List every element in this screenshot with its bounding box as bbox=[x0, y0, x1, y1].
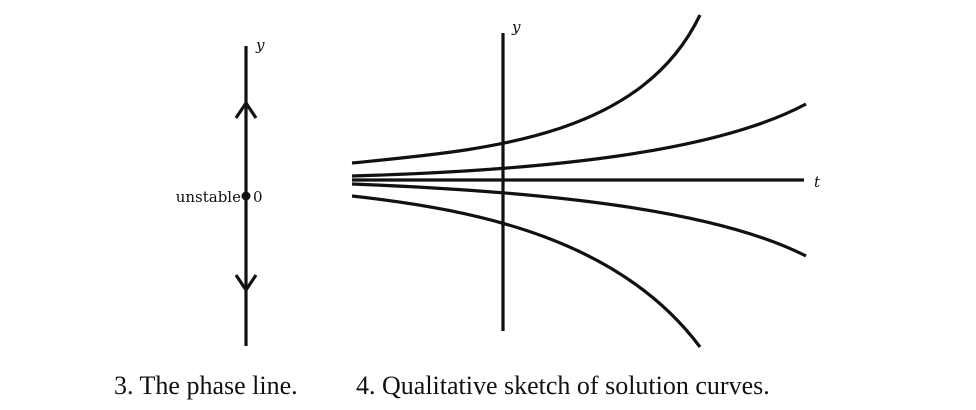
solution-curve-upper-steep bbox=[351, 14, 702, 165]
arrow-down-icon bbox=[234, 274, 258, 293]
phase-line-y-label: y bbox=[255, 36, 265, 54]
solution-sketch: y t bbox=[351, 14, 821, 348]
caption-solution-curves: 4. Qualitative sketch of solution curves… bbox=[356, 371, 770, 400]
solution-curve-lower-steep bbox=[351, 194, 702, 348]
phase-line: y 0 unstable bbox=[176, 36, 265, 346]
sketch-y-label: y bbox=[511, 18, 521, 36]
stability-label: unstable bbox=[176, 188, 241, 206]
solution-curve-lower-shallow bbox=[351, 182, 807, 258]
arrow-up-icon bbox=[234, 100, 258, 119]
sketch-t-label: t bbox=[814, 173, 821, 191]
equilibrium-point bbox=[241, 191, 251, 201]
equilibrium-value-label: 0 bbox=[253, 188, 263, 206]
caption-phase-line: 3. The phase line. bbox=[114, 371, 298, 400]
solution-curve-upper-shallow bbox=[351, 102, 807, 178]
